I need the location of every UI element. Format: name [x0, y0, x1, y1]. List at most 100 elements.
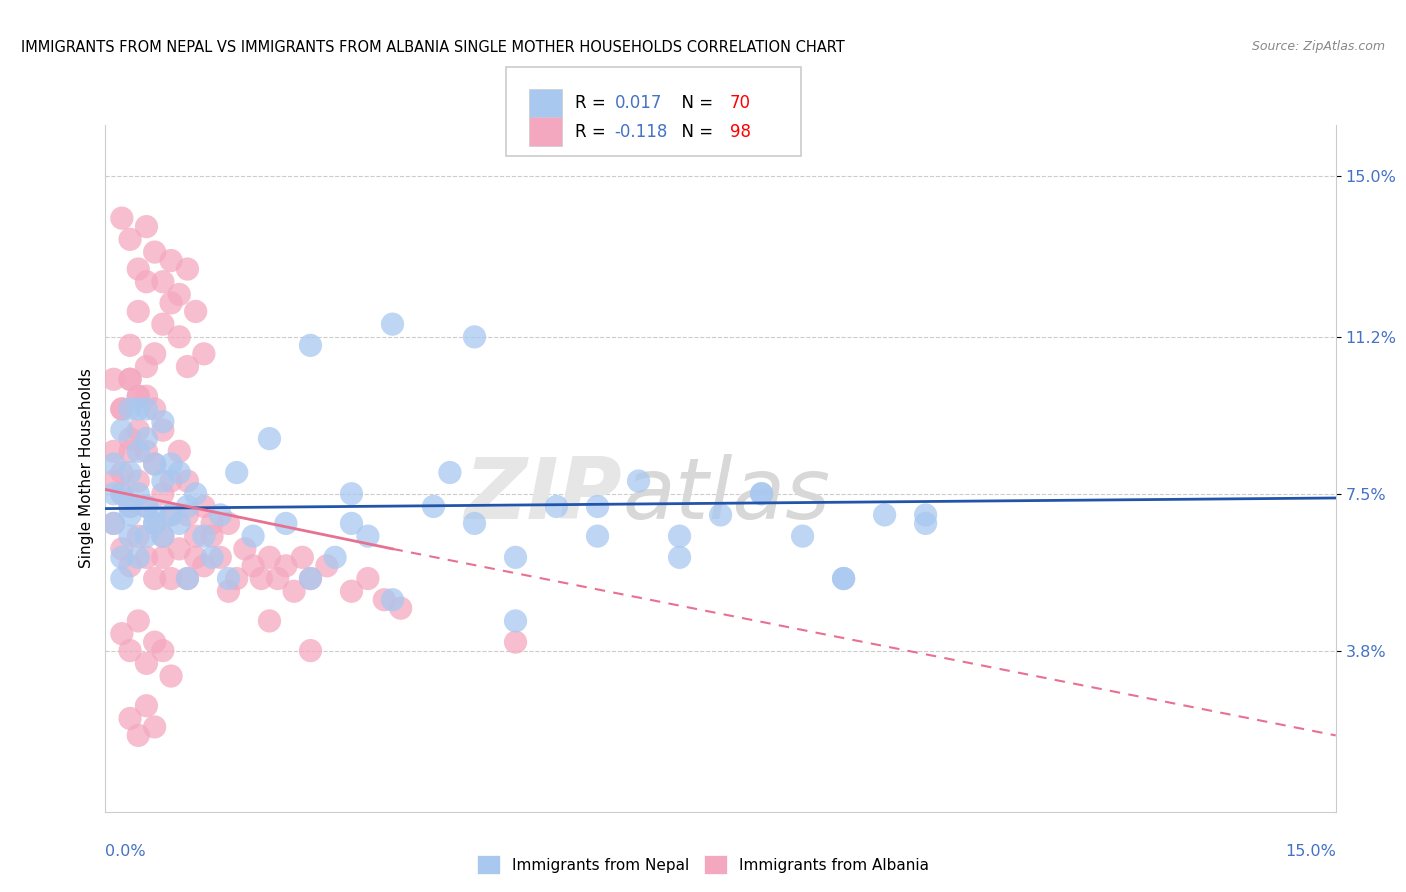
Point — [111, 401, 134, 416]
Point — [169, 444, 191, 458]
Point — [111, 572, 134, 586]
Point — [751, 487, 773, 501]
Point — [169, 541, 191, 556]
Point — [259, 550, 281, 565]
Point — [242, 558, 264, 573]
Point — [143, 635, 166, 649]
Text: 0.0%: 0.0% — [105, 845, 146, 859]
Point — [299, 338, 322, 352]
Point — [120, 558, 141, 573]
Point — [505, 635, 527, 649]
Point — [201, 550, 224, 565]
Point — [176, 500, 198, 514]
Point — [169, 287, 191, 301]
Point — [267, 572, 290, 586]
Point — [668, 529, 690, 543]
Point — [111, 541, 134, 556]
Point — [505, 550, 527, 565]
Point — [225, 466, 247, 480]
Point — [299, 572, 322, 586]
Point — [299, 572, 322, 586]
Point — [111, 466, 134, 480]
Point — [160, 669, 183, 683]
Point — [143, 516, 166, 531]
Point — [184, 304, 207, 318]
Point — [381, 592, 404, 607]
Point — [176, 572, 198, 586]
Point — [176, 572, 198, 586]
Point — [751, 487, 773, 501]
Point — [135, 432, 157, 446]
Y-axis label: Single Mother Households: Single Mother Households — [79, 368, 94, 568]
Point — [176, 474, 198, 488]
Point — [127, 487, 149, 501]
Point — [586, 500, 609, 514]
Point — [218, 572, 240, 586]
Text: 0.017: 0.017 — [614, 95, 662, 112]
Point — [143, 508, 166, 522]
Point — [111, 626, 134, 640]
Point — [176, 359, 198, 374]
Point — [225, 572, 247, 586]
Point — [111, 487, 134, 501]
Point — [160, 508, 183, 522]
Point — [193, 529, 215, 543]
Point — [127, 529, 149, 543]
Point — [127, 389, 149, 403]
Point — [152, 415, 174, 429]
Point — [373, 592, 395, 607]
Point — [152, 275, 174, 289]
Point — [127, 262, 149, 277]
Point — [120, 500, 141, 514]
Text: IMMIGRANTS FROM NEPAL VS IMMIGRANTS FROM ALBANIA SINGLE MOTHER HOUSEHOLDS CORREL: IMMIGRANTS FROM NEPAL VS IMMIGRANTS FROM… — [21, 40, 845, 55]
Point — [152, 550, 174, 565]
Point — [127, 728, 149, 742]
Text: ZIP: ZIP — [464, 454, 621, 537]
Point — [627, 474, 650, 488]
Point — [184, 529, 207, 543]
Point — [169, 330, 191, 344]
Point — [135, 219, 157, 234]
Point — [103, 457, 125, 471]
Point — [143, 572, 166, 586]
Point — [152, 529, 174, 543]
Point — [242, 529, 264, 543]
Point — [160, 474, 183, 488]
Point — [143, 516, 166, 531]
Point — [127, 444, 149, 458]
Point — [160, 572, 183, 586]
Point — [103, 474, 125, 488]
Point — [274, 516, 297, 531]
Point — [439, 466, 461, 480]
Point — [143, 245, 166, 260]
Point — [546, 500, 568, 514]
Point — [193, 500, 215, 514]
Point — [120, 372, 141, 386]
Text: R =: R = — [575, 122, 612, 141]
Point — [127, 389, 149, 403]
Point — [464, 516, 486, 531]
Point — [873, 508, 896, 522]
Point — [381, 317, 404, 331]
Point — [127, 401, 149, 416]
Point — [169, 516, 191, 531]
Point — [505, 614, 527, 628]
Point — [464, 330, 486, 344]
Point — [201, 529, 224, 543]
Point — [668, 550, 690, 565]
Point — [259, 614, 281, 628]
Point — [160, 508, 183, 522]
Point — [152, 487, 174, 501]
Point — [218, 584, 240, 599]
Point — [357, 529, 380, 543]
Point — [160, 253, 183, 268]
Point — [914, 508, 936, 522]
Point — [120, 711, 141, 725]
Point — [120, 432, 141, 446]
Point — [103, 516, 125, 531]
Point — [152, 529, 174, 543]
Point — [135, 698, 157, 713]
Point — [127, 614, 149, 628]
Point — [160, 296, 183, 310]
Point — [143, 401, 166, 416]
